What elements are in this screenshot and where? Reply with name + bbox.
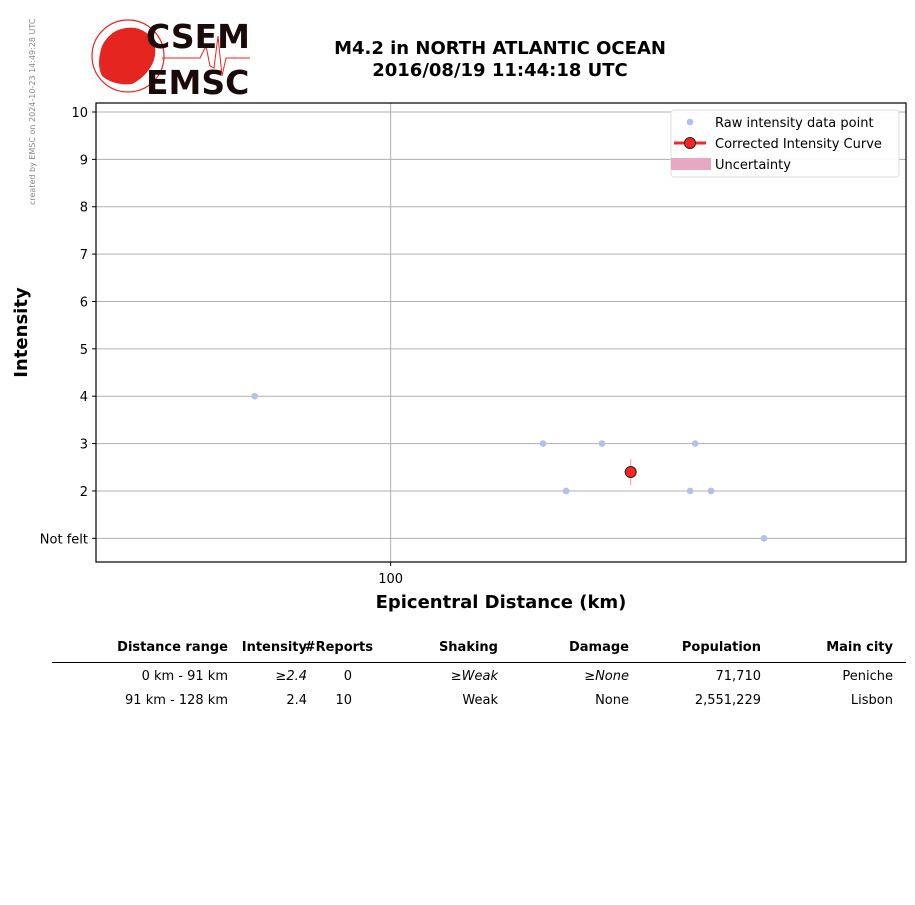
emsc-logo: CSEM EMSC [91, 17, 250, 100]
plot-frame [95, 102, 907, 563]
x-axis-label: Epicentral Distance (km) [376, 592, 627, 613]
raw-data-point [686, 487, 694, 495]
raw-data-point [562, 487, 570, 495]
legend-raw-marker [686, 118, 694, 126]
y-tick-label: 9 [80, 153, 88, 168]
column-header: Intensity [241, 640, 307, 655]
column-header: Main city [826, 640, 893, 655]
legend-corrected-marker [684, 137, 696, 149]
x-tick-label: 100 [378, 572, 403, 587]
svg-text:CSEM: CSEM [146, 17, 250, 56]
column-header: Population [681, 640, 761, 655]
cell-shaking: ≥Weak [450, 669, 498, 684]
raw-data-point [539, 440, 547, 447]
y-tick-label: 4 [80, 390, 88, 405]
raw-data-point [707, 487, 715, 495]
cell-damage: None [595, 693, 629, 708]
legend-box [670, 109, 900, 178]
corrected-intensity-point [624, 466, 637, 478]
y-tick-label: 5 [80, 343, 88, 358]
legend-corrected-label: Corrected Intensity Curve [715, 137, 882, 152]
legend-raw-label: Raw intensity data point [715, 116, 874, 131]
cell-reports: 10 [335, 693, 352, 708]
cell-city: Lisbon [850, 693, 893, 708]
y-tick-label: 7 [80, 248, 88, 263]
raw-data-point [691, 440, 699, 447]
y-axis-label: Intensity [11, 287, 32, 378]
cell-city: Peniche [842, 669, 893, 684]
table-row: 0 km - 91 km ≥2.4 0 ≥Weak ≥None 71,710 Peniche [52, 663, 906, 687]
chart-title: M4.2 in NORTH ATLANTIC OCEAN 2016/08/19 … [300, 38, 700, 82]
y-tick-label: 3 [80, 438, 88, 453]
intensity-chart: Not felt 2 3 4 5 6 7 8 9 10 100 Epicentral Distance… [11, 102, 907, 613]
intensity-table: Distance range Intensity #Reports Shaking Da… [52, 640, 906, 711]
raw-data-point [760, 535, 768, 542]
cell-shaking: Weak [462, 693, 498, 708]
raw-data-point [251, 392, 258, 400]
cell-damage: ≥None [584, 669, 629, 684]
cell-intensity: ≥2.4 [275, 669, 307, 684]
raw-data-point [598, 440, 606, 447]
y-tick-label: 10 [71, 106, 88, 121]
table-header-row: Distance range Intensity #Reports Shaking Da… [52, 640, 906, 663]
cell-intensity: 2.4 [286, 693, 307, 708]
title-line-2: 2016/08/19 11:44:18 UTC [372, 60, 628, 81]
table-row: 91 km - 128 km 2.4 10 Weak None 2,551,229 Lisb… [52, 687, 906, 711]
y-tick-label: 8 [80, 201, 88, 216]
cell-population: 2,551,229 [694, 693, 761, 708]
cell-reports: 0 [343, 669, 352, 684]
y-tick-label: Not felt [40, 532, 88, 547]
legend-uncertainty-label: Uncertainty [715, 158, 791, 173]
column-header: Damage [568, 640, 629, 655]
cell-range: 91 km - 128 km [125, 693, 228, 708]
column-header: #Reports [304, 640, 373, 655]
y-tick-label: 2 [80, 485, 88, 500]
column-header: Distance range [117, 640, 228, 655]
svg-text:EMSC: EMSC [146, 63, 249, 100]
y-tick-label: 6 [80, 295, 88, 310]
legend-uncertainty-swatch [671, 158, 711, 170]
cell-range: 0 km - 91 km [141, 669, 228, 684]
column-header: Shaking [438, 640, 498, 655]
cell-population: 71,710 [715, 669, 762, 684]
title-line-1: M4.2 in NORTH ATLANTIC OCEAN [334, 38, 666, 59]
